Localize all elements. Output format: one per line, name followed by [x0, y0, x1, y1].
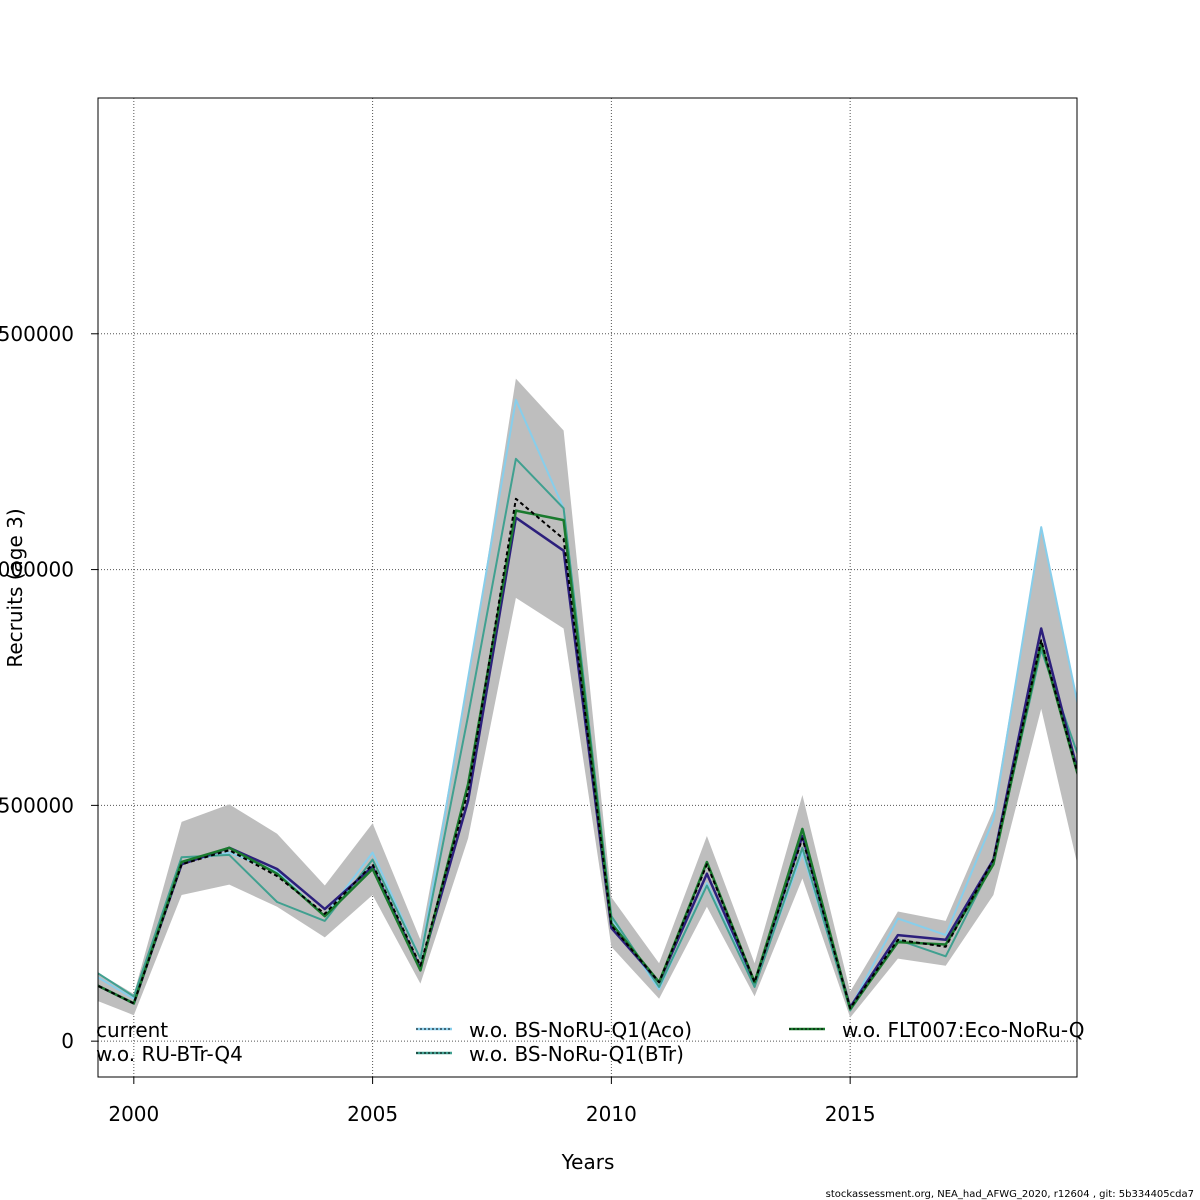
legend-label: w.o. FLT007:Eco-NoRu-Q [842, 1018, 1085, 1042]
x-tick-label: 2010 [586, 1102, 637, 1126]
y-tick-label: 500000 [0, 793, 74, 817]
x-tick-label: 2015 [825, 1102, 876, 1126]
x-tick-label: 2000 [108, 1102, 159, 1126]
y-tick-label: 1000000 [0, 558, 74, 582]
plot-area [98, 378, 1077, 1018]
y-axis-title: Recruits (age 3) [3, 508, 27, 667]
footer-credit: stockassessment.org, NEA_had_AFWG_2020, … [826, 1189, 1194, 1200]
y-tick-label: 0 [61, 1029, 74, 1053]
plot-frame [97, 97, 1078, 1078]
confidence-band [98, 378, 1077, 1018]
x-tick-label: 2005 [347, 1102, 398, 1126]
axes: 2000 2005 2010 2015 0 500000 1000000 1500000 [0, 322, 876, 1126]
legend-label: w.o. BS-NoRU-Q1(Aco) [469, 1018, 692, 1042]
x-axis-title: Years [561, 1150, 615, 1174]
series-line-1 [98, 516, 1077, 1009]
y-tick-label: 1500000 [0, 322, 74, 346]
legend-label: current [96, 1018, 168, 1042]
legend-label: w.o. BS-NoRu-Q1(BTr) [469, 1042, 684, 1066]
series-line-4 [98, 509, 1077, 1011]
legend-label: w.o. RU-BTr-Q4 [96, 1042, 243, 1066]
grid [98, 98, 1077, 1077]
